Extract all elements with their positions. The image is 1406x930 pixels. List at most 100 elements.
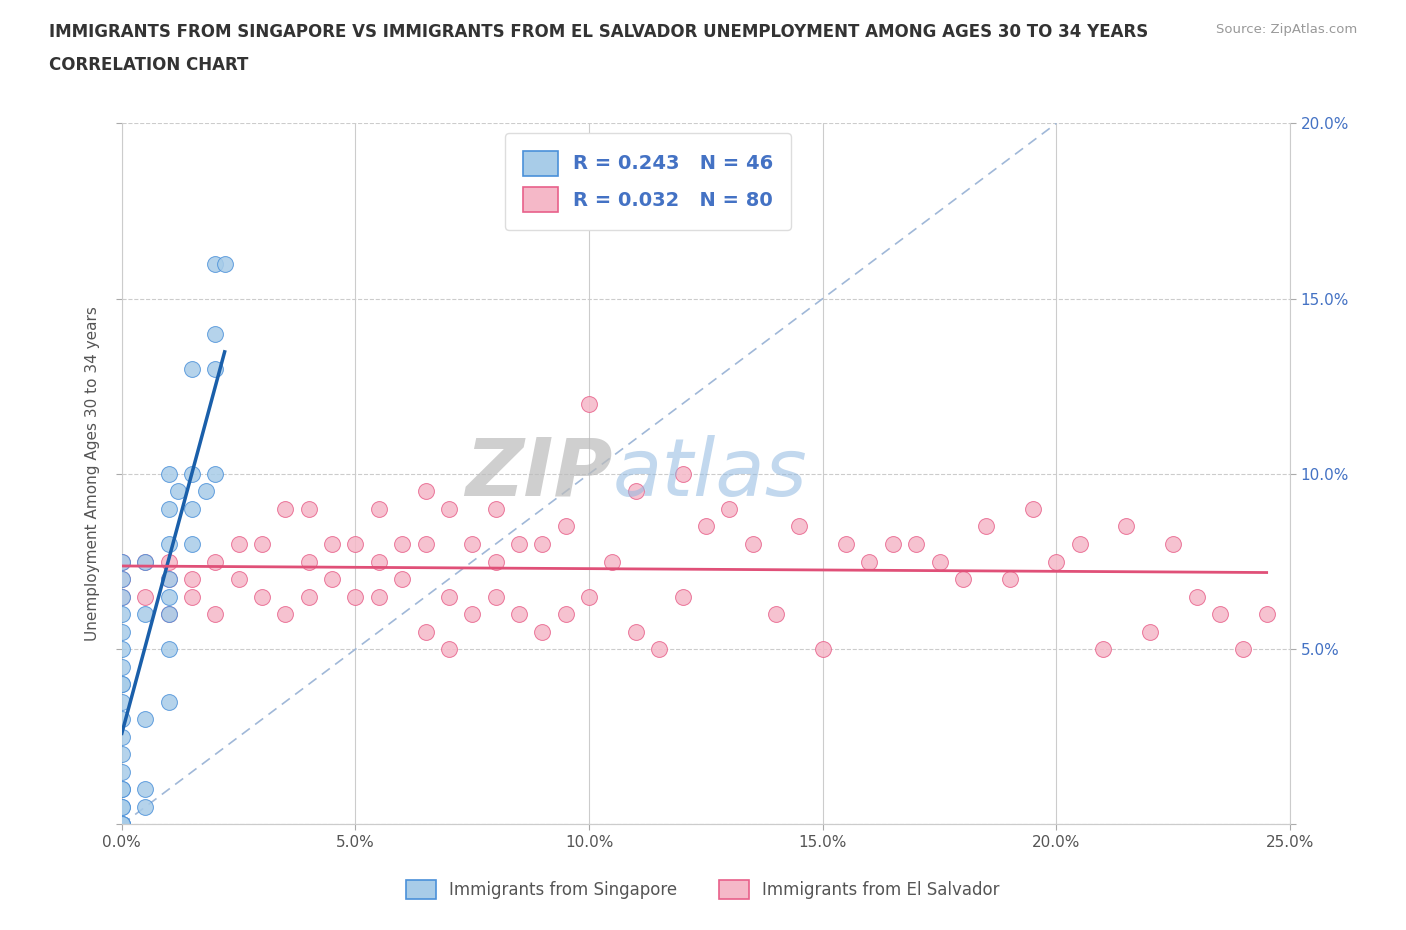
Point: [228, 572, 250, 587]
Point: [1232, 642, 1254, 657]
Point: [111, 590, 134, 604]
Point: [1115, 519, 1137, 534]
Point: [134, 782, 156, 797]
Point: [111, 729, 134, 744]
Point: [204, 467, 226, 482]
Point: [321, 537, 343, 551]
Point: [111, 817, 134, 832]
Point: [181, 501, 204, 516]
Point: [789, 519, 811, 534]
Text: IMMIGRANTS FROM SINGAPORE VS IMMIGRANTS FROM EL SALVADOR UNEMPLOYMENT AMONG AGES: IMMIGRANTS FROM SINGAPORE VS IMMIGRANTS …: [49, 23, 1149, 41]
Point: [1209, 606, 1232, 621]
Point: [111, 800, 134, 815]
Point: [648, 642, 671, 657]
Point: [228, 537, 250, 551]
Point: [250, 537, 273, 551]
Point: [671, 467, 693, 482]
Point: [134, 606, 156, 621]
Point: [741, 537, 763, 551]
Legend: Immigrants from Singapore, Immigrants from El Salvador: Immigrants from Singapore, Immigrants fr…: [392, 867, 1014, 912]
Point: [274, 501, 297, 516]
Point: [835, 537, 858, 551]
Point: [508, 537, 530, 551]
Point: [134, 590, 156, 604]
Point: [391, 572, 413, 587]
Y-axis label: Unemployment Among Ages 30 to 34 years: Unemployment Among Ages 30 to 34 years: [86, 307, 100, 642]
Point: [134, 711, 156, 726]
Point: [204, 256, 226, 271]
Point: [554, 606, 576, 621]
Point: [157, 572, 180, 587]
Point: [157, 537, 180, 551]
Point: [111, 659, 134, 674]
Point: [531, 624, 554, 639]
Point: [485, 554, 508, 569]
Point: [111, 695, 134, 710]
Point: [905, 537, 928, 551]
Point: [157, 590, 180, 604]
Point: [415, 624, 437, 639]
Point: [111, 817, 134, 832]
Point: [344, 590, 367, 604]
Point: [974, 519, 997, 534]
Point: [214, 256, 236, 271]
Point: [111, 642, 134, 657]
Point: [624, 484, 647, 498]
Point: [1092, 642, 1115, 657]
Point: [157, 642, 180, 657]
Point: [437, 590, 460, 604]
Point: [134, 554, 156, 569]
Point: [204, 554, 226, 569]
Text: Source: ZipAtlas.com: Source: ZipAtlas.com: [1216, 23, 1357, 36]
Point: [181, 572, 204, 587]
Point: [1139, 624, 1161, 639]
Point: [111, 677, 134, 692]
Point: [1185, 590, 1208, 604]
Point: [157, 572, 180, 587]
Point: [485, 590, 508, 604]
Point: [111, 606, 134, 621]
Text: atlas: atlas: [613, 435, 807, 512]
Point: [274, 606, 297, 621]
Point: [928, 554, 950, 569]
Point: [367, 501, 389, 516]
Point: [858, 554, 880, 569]
Point: [367, 554, 389, 569]
Point: [204, 606, 226, 621]
Point: [111, 590, 134, 604]
Point: [111, 711, 134, 726]
Point: [998, 572, 1021, 587]
Point: [181, 467, 204, 482]
Point: [111, 800, 134, 815]
Point: [1161, 537, 1184, 551]
Point: [321, 572, 343, 587]
Point: [111, 782, 134, 797]
Point: [111, 782, 134, 797]
Point: [298, 590, 321, 604]
Point: [508, 606, 530, 621]
Point: [134, 554, 156, 569]
Point: [811, 642, 834, 657]
Point: [111, 817, 134, 832]
Point: [298, 554, 321, 569]
Point: [437, 642, 460, 657]
Point: [157, 467, 180, 482]
Point: [1069, 537, 1091, 551]
Point: [204, 361, 226, 376]
Point: [695, 519, 717, 534]
Point: [1256, 606, 1278, 621]
Point: [952, 572, 974, 587]
Point: [250, 590, 273, 604]
Point: [157, 554, 180, 569]
Point: [624, 624, 647, 639]
Point: [157, 695, 180, 710]
Point: [765, 606, 787, 621]
Point: [882, 537, 904, 551]
Text: ZIP: ZIP: [465, 435, 613, 512]
Point: [111, 817, 134, 832]
Point: [111, 764, 134, 779]
Point: [391, 537, 413, 551]
Point: [111, 747, 134, 762]
Point: [554, 519, 576, 534]
Point: [531, 537, 554, 551]
